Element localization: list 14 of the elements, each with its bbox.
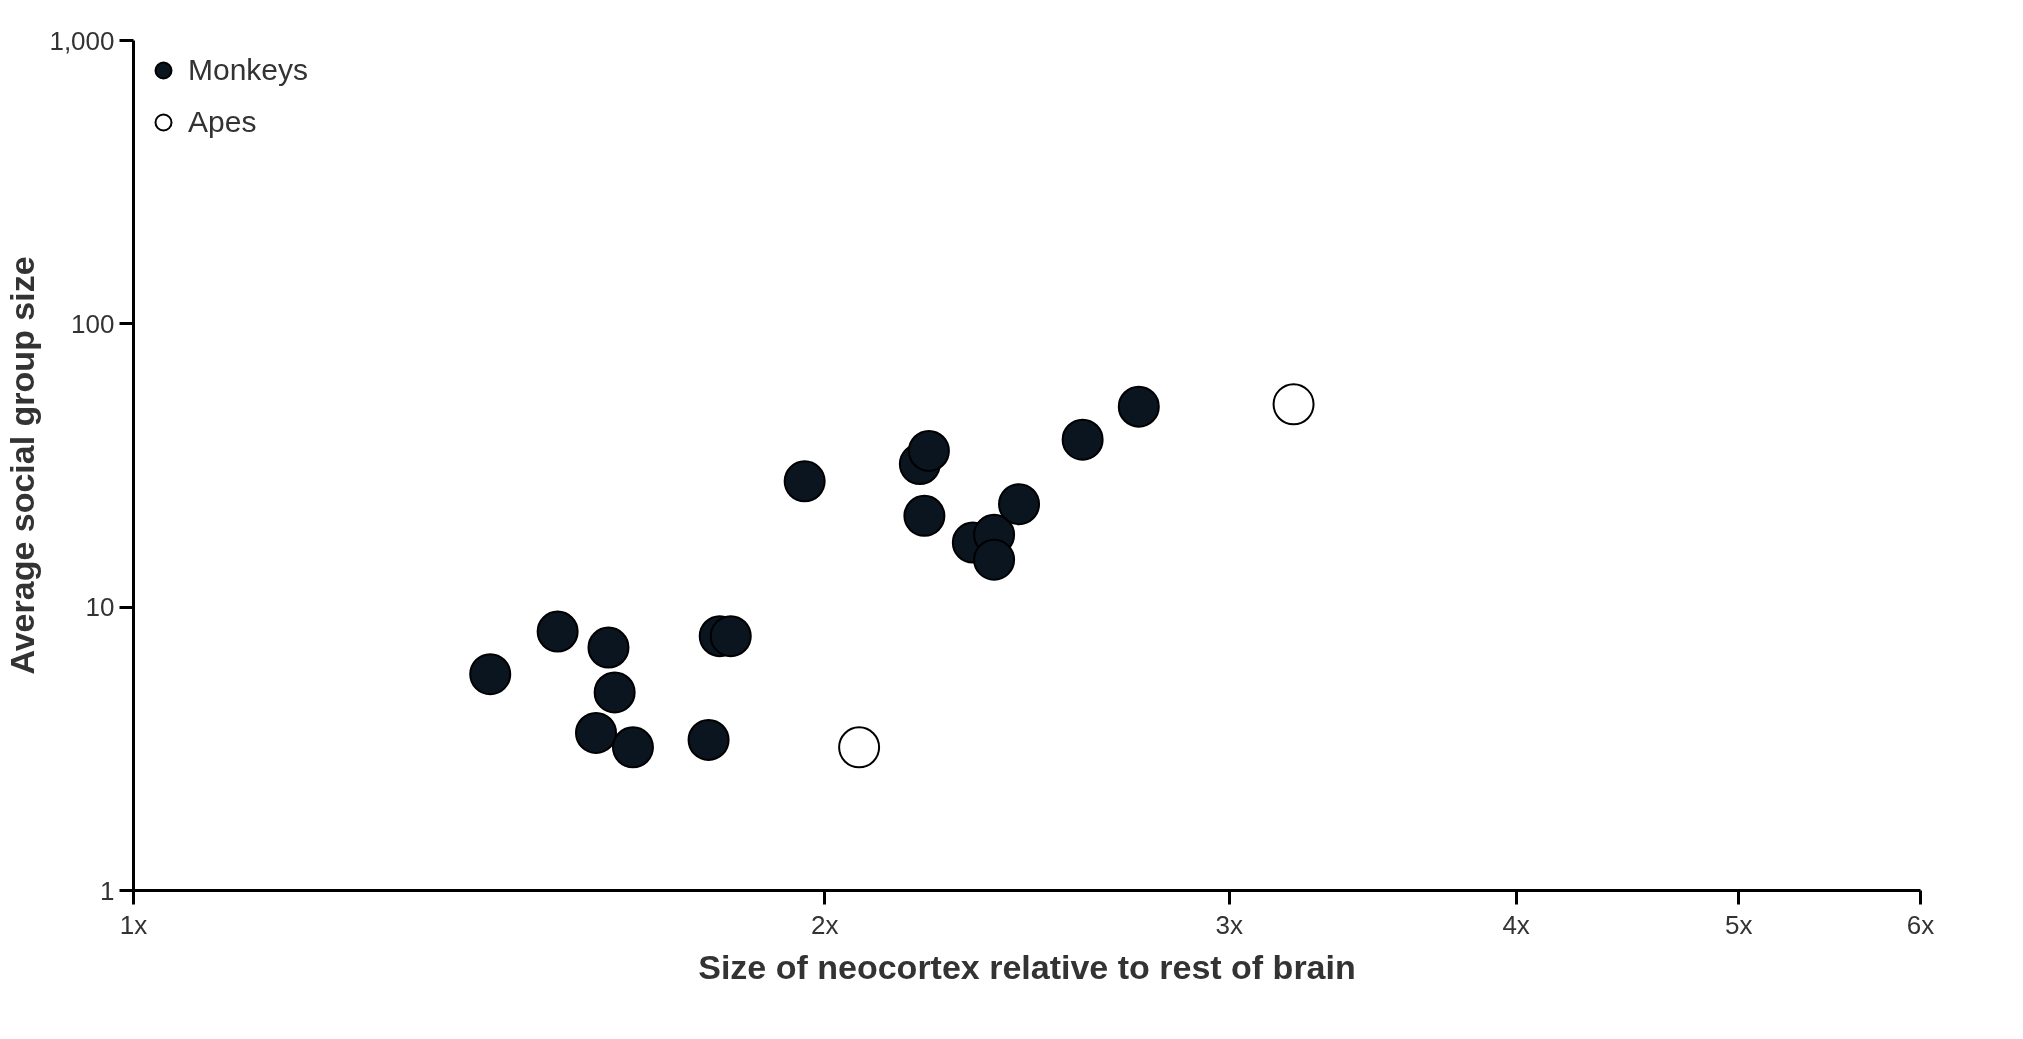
x-tick-label: 4x	[1502, 909, 1530, 940]
x-tick-label: 6x	[1906, 909, 1935, 940]
legend-label: Monkeys	[188, 53, 309, 87]
y-tick-label: 1	[100, 875, 115, 906]
y-tick-label: 10	[85, 592, 115, 623]
y-tick-label: 1,000	[49, 25, 115, 56]
x-tick-label: 1x	[119, 909, 148, 940]
x-axis-title: Size of neocortex relative to rest of brain	[698, 947, 1356, 986]
x-tick-label: 5x	[1724, 909, 1753, 940]
legend-label: Apes	[188, 105, 257, 139]
y-axis-title: Average social group size	[3, 256, 42, 675]
x-tick-label: 2x	[811, 909, 839, 940]
y-tick-label: 100	[71, 308, 115, 339]
x-tick-label: 3x	[1215, 909, 1243, 940]
